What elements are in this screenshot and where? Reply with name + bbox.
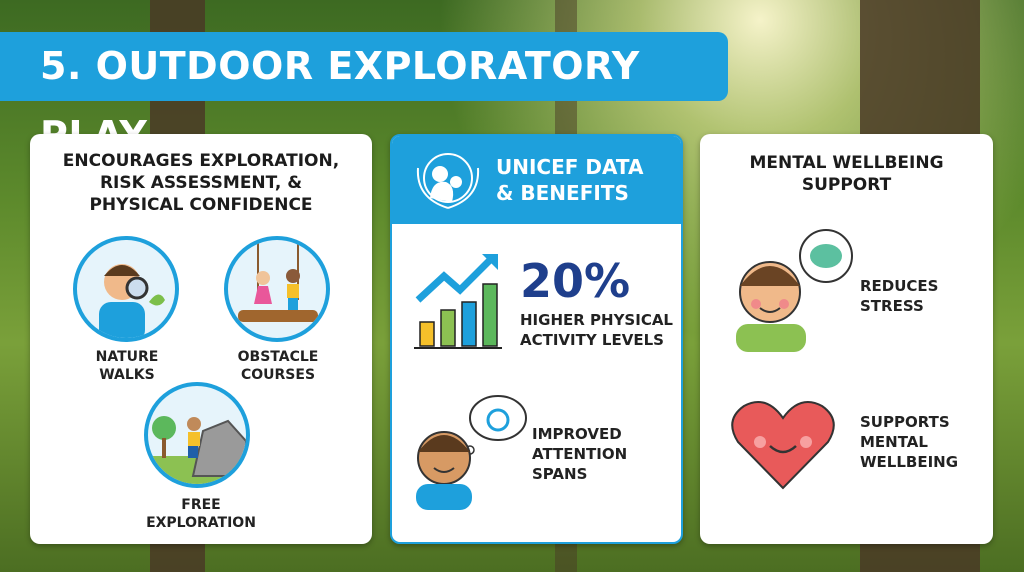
- card-heading: MENTAL WELLBEING SUPPORT: [700, 152, 993, 196]
- thinking-child-icon: [416, 395, 527, 510]
- label-line: ATTENTION: [532, 445, 628, 463]
- wellbeing-label: SUPPORTS MENTAL WELLBEING: [860, 412, 958, 472]
- card-heading: ENCOURAGES EXPLORATION, RISK ASSESSMENT,…: [30, 150, 372, 216]
- stat-line: ACTIVITY LEVELS: [520, 331, 664, 349]
- label-line: MENTAL: [860, 433, 928, 451]
- label-line: IMPROVED: [532, 425, 622, 443]
- heading-line: & BENEFITS: [496, 181, 629, 205]
- nature-walks-label: NATURE WALKS: [57, 348, 197, 384]
- unicef-header: UNICEF DATA & BENEFITS: [392, 136, 681, 224]
- label-line: SPANS: [532, 465, 588, 483]
- label-line: WALKS: [99, 367, 155, 383]
- label-line: EXPLORATION: [146, 515, 256, 531]
- label-line: NATURE: [95, 349, 159, 365]
- label-line: COURSES: [240, 367, 316, 383]
- heading-line: PHYSICAL CONFIDENCE: [89, 195, 313, 215]
- growth-chart-icon: [414, 254, 502, 349]
- obstacle-courses-label: OBSTACLE COURSES: [208, 348, 348, 384]
- label-line: WELLBEING: [860, 453, 959, 471]
- free-exploration-label: FREE EXPLORATION: [131, 496, 271, 532]
- heading-line: UNICEF DATA: [496, 155, 644, 179]
- unicef-card: UNICEF DATA & BENEFITS 20% HIGHER PHYSIC…: [390, 134, 683, 544]
- obstacle-course-icon: [224, 236, 330, 342]
- stat-description: HIGHER PHYSICAL ACTIVITY LEVELS: [520, 310, 673, 350]
- label-line: SUPPORTS: [860, 413, 950, 431]
- heading-line: ENCOURAGES EXPLORATION,: [62, 151, 340, 171]
- smiling-heart-icon: [731, 401, 835, 490]
- attention-label: IMPROVED ATTENTION SPANS: [532, 424, 627, 484]
- heading-line: MENTAL WELLBEING: [749, 153, 944, 173]
- label-line: REDUCES: [860, 277, 939, 295]
- unicef-logo-icon: [416, 153, 480, 209]
- label-line: FREE: [181, 497, 221, 513]
- title-banner: 5. OUTDOOR EXPLORATORY PLAY: [0, 32, 728, 157]
- stat-line: HIGHER PHYSICAL: [520, 311, 673, 329]
- magnifier-child-icon: [73, 236, 179, 342]
- heading-line: SUPPORT: [801, 175, 892, 195]
- label-line: STRESS: [860, 297, 924, 315]
- stat-value: 20%: [520, 254, 631, 308]
- climbing-child-icon: [144, 382, 250, 488]
- label-line: OBSTACLE: [237, 349, 319, 365]
- mental-wellbeing-card: MENTAL WELLBEING SUPPORT REDUCES STRESS …: [700, 134, 993, 544]
- calm-child-icon: [736, 229, 853, 352]
- exploration-card: ENCOURAGES EXPLORATION, RISK ASSESSMENT,…: [30, 134, 372, 544]
- reduces-stress-label: REDUCES STRESS: [860, 276, 939, 316]
- heading-line: RISK ASSESSMENT, &: [99, 173, 303, 193]
